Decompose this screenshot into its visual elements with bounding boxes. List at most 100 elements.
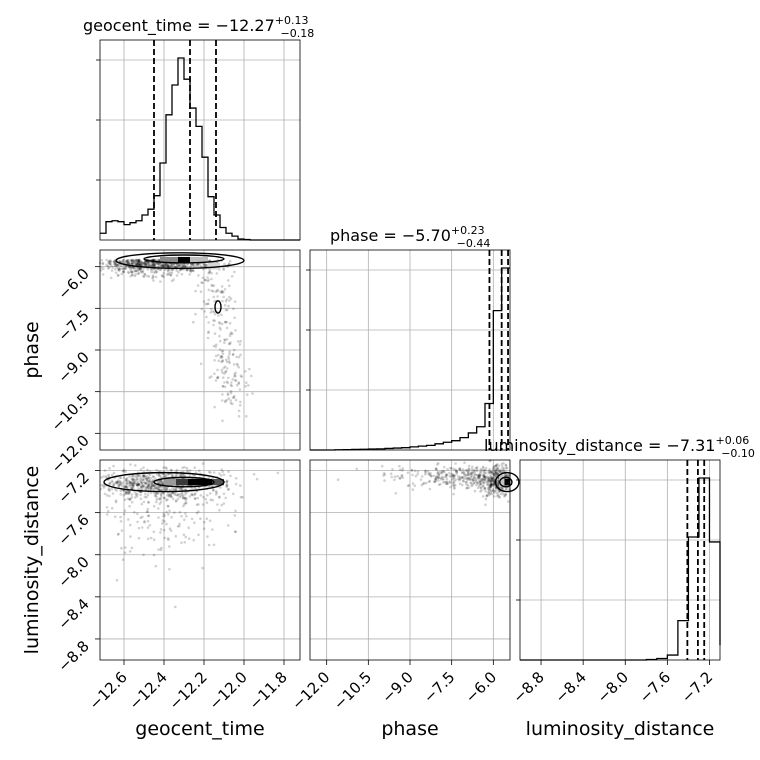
sample-point (121, 485, 124, 488)
sample-point (224, 320, 227, 324)
sample-point (241, 495, 244, 499)
sample-point (504, 463, 508, 467)
sample-point (485, 494, 489, 497)
sample-point (454, 462, 457, 465)
sample-point (152, 505, 156, 508)
sample-point (140, 260, 143, 264)
sample-point (223, 381, 226, 384)
sample-point (209, 311, 213, 314)
sample-point (489, 483, 493, 487)
sample-point (125, 481, 129, 484)
sample-point (174, 265, 177, 269)
sample-point (149, 477, 153, 480)
sample-point (228, 284, 231, 288)
sample-point (197, 510, 200, 513)
sample-point (127, 260, 131, 264)
sample-point (117, 484, 120, 488)
sample-point (198, 469, 201, 473)
sample-point (164, 466, 168, 469)
sample-point (142, 500, 146, 504)
sample-point (174, 605, 177, 609)
sample-point (495, 471, 498, 475)
sample-point (464, 480, 468, 484)
sample-point (183, 502, 186, 506)
sample-point (132, 262, 135, 266)
sample-point (501, 470, 505, 473)
sample-point (163, 488, 166, 491)
sample-point (479, 490, 482, 493)
sample-point (487, 476, 491, 480)
sample-point (190, 493, 194, 496)
sample-point (112, 260, 116, 263)
sample-point (144, 262, 148, 266)
sample-point (132, 270, 135, 273)
sample-point (181, 496, 185, 499)
sample-point (219, 355, 223, 358)
sample-point (476, 475, 480, 479)
sample-point (147, 501, 150, 504)
sample-point (224, 400, 227, 404)
sample-point (491, 472, 495, 476)
sample-point (486, 479, 490, 483)
sample-point (480, 489, 483, 492)
sample-point (169, 494, 173, 497)
sample-point (141, 526, 144, 529)
sample-point (483, 475, 487, 478)
sample-point (466, 471, 470, 475)
sample-point (135, 269, 138, 273)
sample-point (128, 480, 132, 484)
sample-point (136, 492, 139, 496)
sample-point (137, 482, 140, 486)
sample-point (239, 495, 243, 499)
sample-point (137, 536, 141, 540)
sample-point (493, 476, 496, 480)
sample-point (489, 483, 493, 486)
sample-point (223, 288, 227, 291)
sample-point (183, 497, 186, 500)
sample-point (475, 481, 479, 485)
sample-point (206, 493, 209, 497)
sample-point (226, 381, 229, 385)
sample-point (227, 470, 230, 473)
sample-point (439, 482, 442, 486)
sample-point (496, 479, 499, 483)
sample-point (140, 502, 144, 506)
sample-point (146, 482, 149, 485)
sample-point (470, 474, 474, 478)
sample-point (118, 260, 122, 263)
sample-point (141, 515, 144, 519)
sample-point (230, 381, 233, 384)
sample-point (220, 355, 223, 358)
sample-point (182, 504, 185, 508)
sample-point (165, 494, 169, 497)
sample-point (487, 491, 490, 494)
sample-point (210, 375, 213, 378)
sample-point (121, 267, 125, 271)
sample-point (444, 473, 448, 477)
sample-point (154, 271, 157, 274)
sample-point (125, 259, 128, 263)
sample-point (441, 471, 444, 474)
sample-point (136, 483, 140, 487)
sample-point (214, 493, 218, 496)
sample-point (223, 339, 227, 342)
sample-point (178, 474, 182, 478)
sample-point (111, 266, 114, 269)
sample-point (130, 487, 133, 490)
sample-point (132, 481, 136, 484)
sample-point (145, 478, 148, 482)
sample-point (435, 475, 439, 478)
sample-point (189, 268, 192, 272)
sample-point (458, 475, 462, 479)
sample-point (163, 473, 166, 477)
sample-point (119, 489, 123, 493)
sample-point (437, 474, 441, 477)
sample-point (168, 493, 171, 497)
sample-point (176, 263, 179, 266)
sample-point (127, 492, 131, 496)
sample-point (172, 263, 175, 266)
sample-point (132, 258, 136, 262)
sample-point (127, 259, 130, 262)
sample-point (411, 482, 415, 485)
sample-point (107, 266, 111, 269)
